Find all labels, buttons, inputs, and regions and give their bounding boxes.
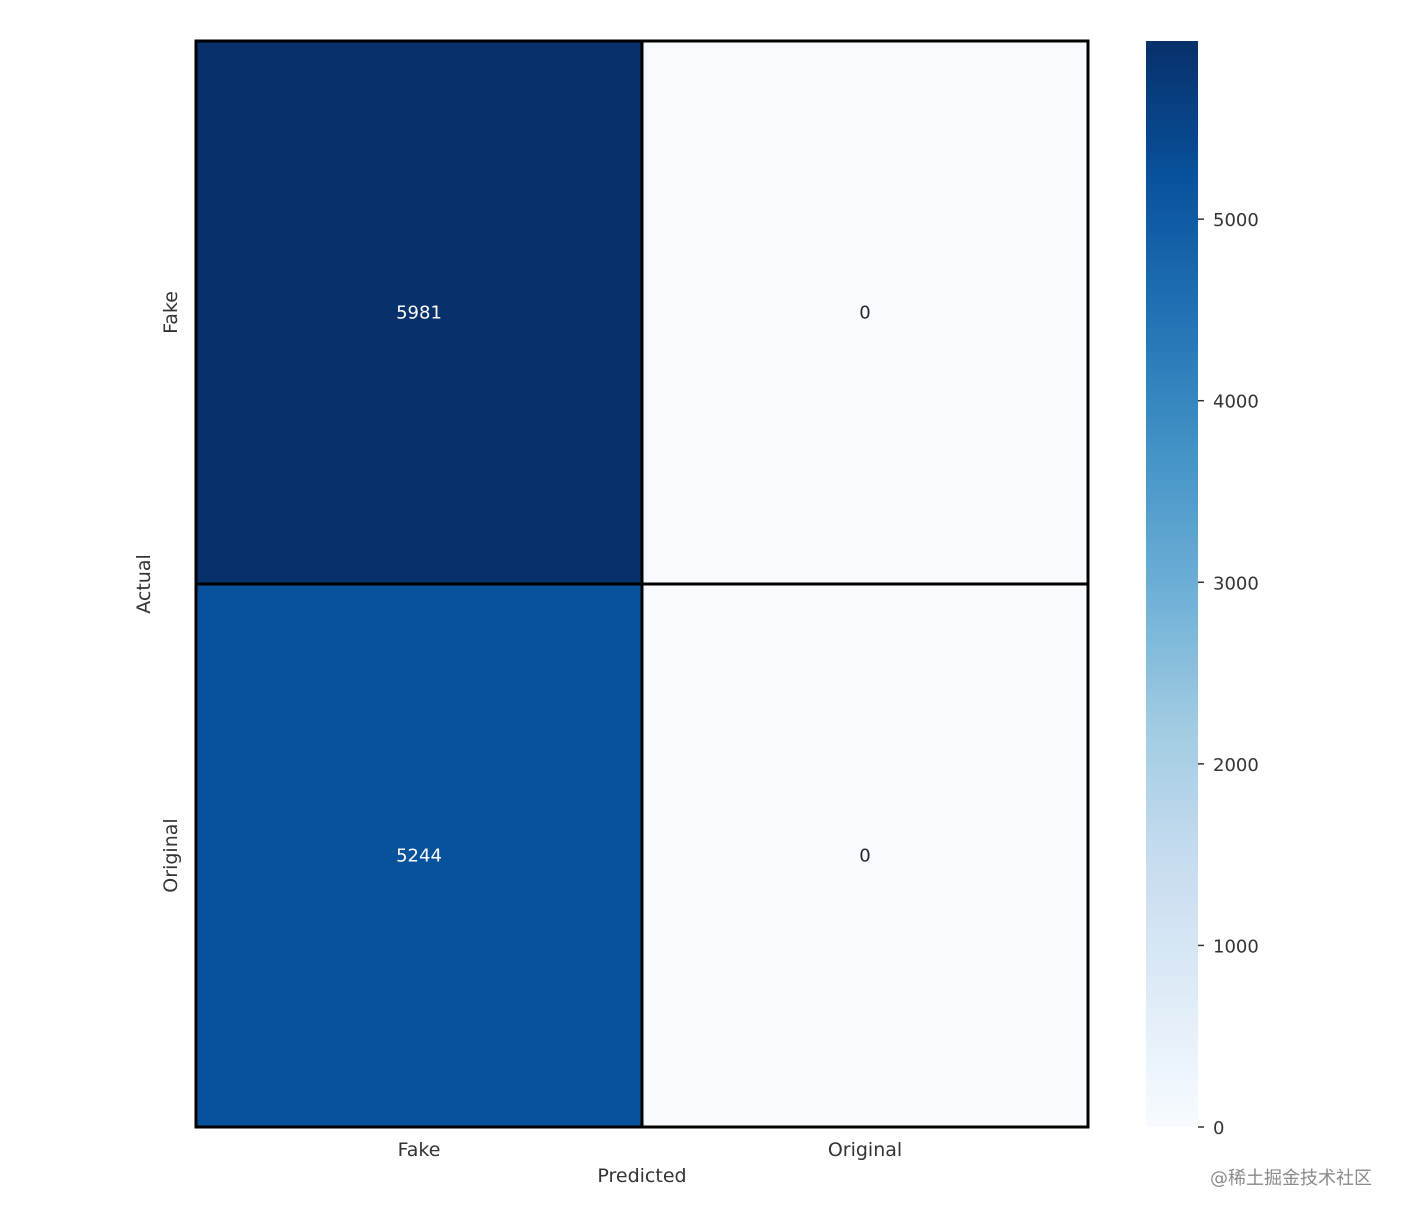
watermark: @稀土掘金技术社区 [1210, 1168, 1372, 1189]
heatmap-grid: 5981 0 5244 0 [194, 39, 1090, 1129]
x-tick-label: Original [828, 1139, 902, 1161]
x-tick-labels: Fake Original [398, 1139, 903, 1161]
heatmap-cell [194, 39, 644, 586]
y-tick-labels: Fake Original [160, 291, 182, 893]
heatmap-cell [640, 582, 1090, 1129]
x-tick-label: Fake [398, 1139, 441, 1161]
cell-value-label: 0 [859, 303, 870, 324]
colorbar-tick-label: 5000 [1213, 210, 1259, 231]
cell-value-label: 0 [859, 846, 870, 867]
y-tick-label: Original [160, 818, 182, 892]
colorbar: 0 1000 2000 3000 4000 5000 [1146, 41, 1259, 1139]
colorbar-tick-label: 2000 [1213, 755, 1259, 776]
y-tick-label: Fake [160, 291, 182, 334]
cell-value-label: 5244 [396, 846, 442, 867]
x-axis-title: Predicted [597, 1165, 686, 1187]
colorbar-tick-label: 3000 [1213, 573, 1259, 594]
colorbar-tick-label: 4000 [1213, 392, 1259, 413]
colorbar-tick-label: 0 [1213, 1118, 1224, 1139]
colorbar-gradient [1146, 41, 1198, 1127]
colorbar-tick-label: 1000 [1213, 936, 1259, 957]
y-axis-title: Actual [133, 554, 155, 614]
heatmap-cell [194, 582, 644, 1129]
cell-value-label: 5981 [396, 303, 442, 324]
heatmap-cell [640, 39, 1090, 586]
